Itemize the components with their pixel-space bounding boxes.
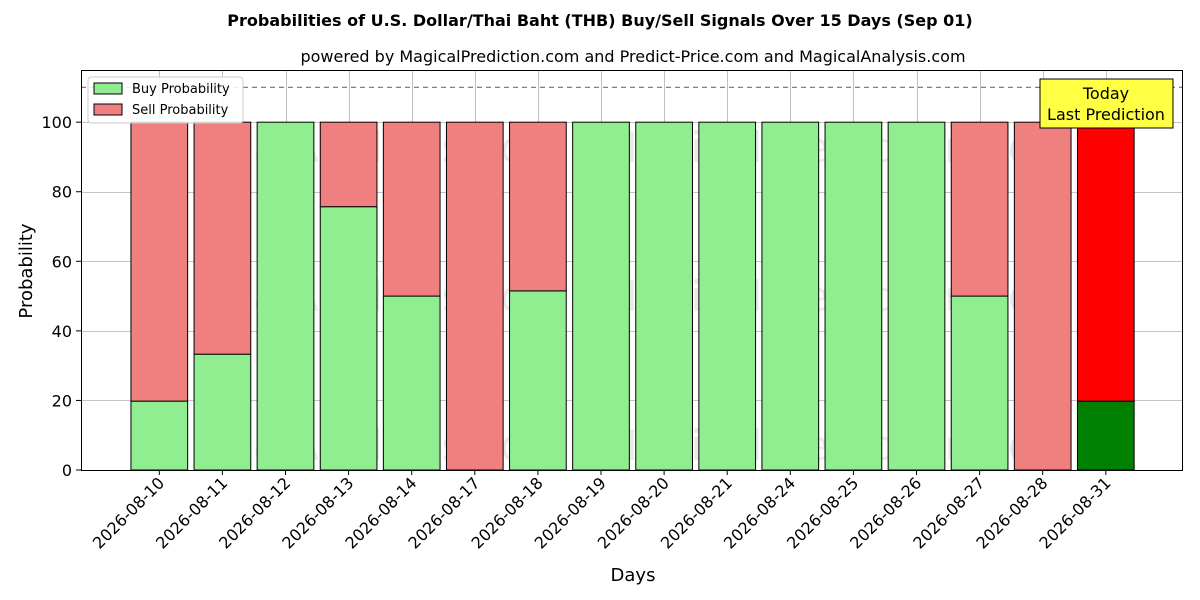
buy-bar bbox=[256, 121, 315, 471]
legend-swatch-buy bbox=[93, 82, 123, 95]
buy-bar bbox=[1076, 400, 1135, 471]
buy-bar bbox=[130, 400, 189, 471]
buy-bar bbox=[319, 206, 378, 471]
legend-swatch-sell bbox=[93, 103, 123, 116]
legend-box bbox=[87, 76, 244, 124]
buy-bar bbox=[887, 121, 946, 471]
plot-frame bbox=[81, 70, 1183, 471]
today-annotation-box bbox=[1039, 78, 1174, 129]
buy-bar bbox=[824, 121, 883, 471]
y-axis-label: Probability bbox=[16, 223, 37, 318]
buy-bar bbox=[950, 295, 1009, 471]
buy-bar bbox=[509, 290, 567, 471]
legend-label-buy: Buy Probability bbox=[132, 82, 230, 97]
y-tick-label: 40 bbox=[52, 322, 72, 341]
x-axis-label: Days bbox=[611, 565, 656, 586]
buy-bar bbox=[698, 121, 757, 471]
sell-bar bbox=[193, 121, 252, 355]
y-tick-label: 0 bbox=[62, 461, 72, 480]
sell-bar bbox=[319, 121, 378, 208]
today-annotation: Today Last Prediction bbox=[1039, 78, 1174, 129]
bar-layer bbox=[130, 121, 1135, 471]
sell-bar bbox=[1076, 121, 1135, 402]
sell-bar bbox=[1013, 121, 1072, 471]
buy-bar bbox=[572, 121, 630, 471]
legend: Buy Probability Sell Probability bbox=[87, 76, 244, 124]
y-tick-label: 80 bbox=[52, 183, 72, 202]
legend-label-sell: Sell Probability bbox=[132, 103, 229, 118]
y-tick-label: 60 bbox=[52, 252, 72, 271]
buy-bar bbox=[193, 353, 252, 471]
sell-bar bbox=[950, 121, 1009, 297]
buy-bar bbox=[761, 121, 820, 471]
sell-bar bbox=[382, 121, 441, 297]
sell-bar bbox=[509, 121, 567, 292]
y-tick-label: 20 bbox=[52, 391, 72, 410]
sell-bar bbox=[130, 121, 189, 402]
y-tick-label: 100 bbox=[41, 113, 72, 132]
chart-subtitle: powered by MagicalPrediction.com and Pre… bbox=[300, 47, 965, 66]
chart-title: Probabilities of U.S. Dollar/Thai Baht (… bbox=[227, 11, 972, 30]
today-annotation-line2: Last Prediction bbox=[1047, 105, 1165, 124]
sell-bar bbox=[445, 121, 504, 471]
today-annotation-line1: Today bbox=[1082, 84, 1129, 103]
buy-bar bbox=[382, 295, 441, 471]
buy-bar bbox=[635, 121, 693, 471]
